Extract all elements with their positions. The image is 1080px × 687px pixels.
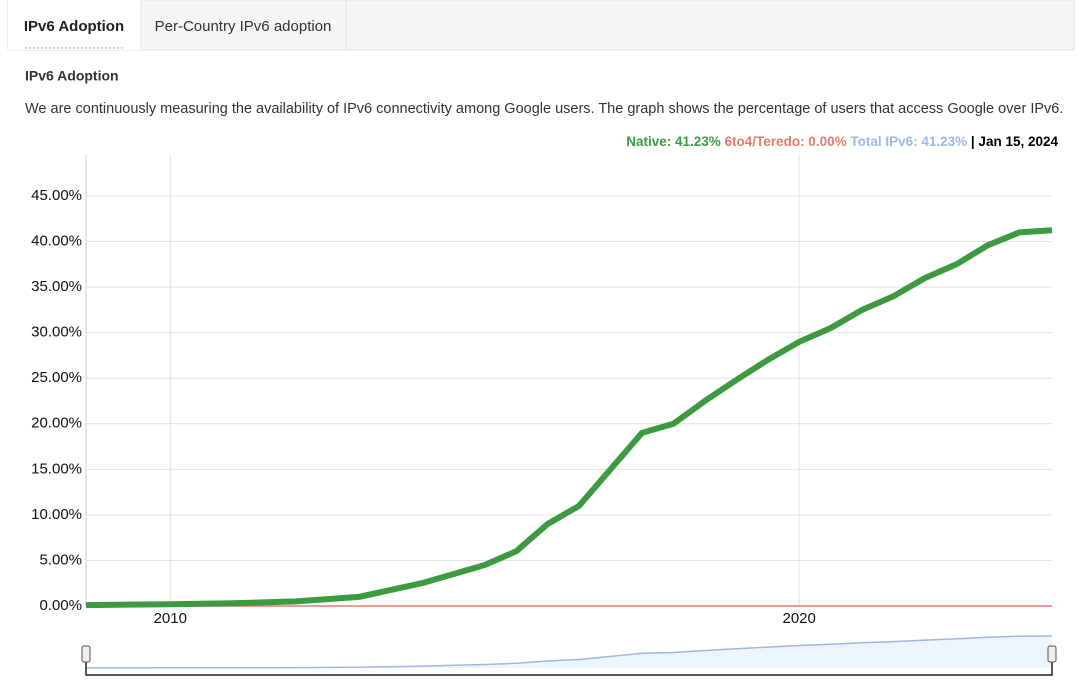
x-tick-label: 2020 (782, 610, 815, 627)
y-tick-label: 10.00% (31, 506, 82, 523)
x-tick-label: 2010 (154, 610, 187, 627)
y-tick-label: 45.00% (31, 187, 82, 204)
y-tick-label: 40.00% (31, 233, 82, 250)
navigator-frame (85, 660, 1053, 676)
description: We are continuously measuring the availa… (25, 101, 1063, 117)
readout-item: Total IPv6: 41.23% (850, 134, 971, 149)
tab-bar (7, 0, 1075, 51)
y-tick-label: 5.00% (39, 551, 82, 568)
navigator-handle[interactable] (81, 645, 91, 663)
navigator-line (85, 635, 1053, 669)
y-tick-label: 15.00% (31, 460, 82, 477)
readout-item: 6to4/Teredo: 0.00% (725, 134, 851, 149)
heading: IPv6 Adoption (25, 68, 119, 84)
y-tick-label: 25.00% (31, 369, 82, 386)
tab[interactable]: Per-Country IPv6 adoption (155, 18, 332, 35)
y-tick-label: 30.00% (31, 324, 82, 341)
navigator-area (86, 636, 1052, 668)
navigator-handle[interactable] (1047, 645, 1057, 663)
readout-item: Native: 41.23% (626, 134, 724, 149)
readout: Native: 41.23% 6to4/Teredo: 0.00% Total … (626, 134, 1058, 149)
y-tick-label: 35.00% (31, 278, 82, 295)
tab-active-bg (8, 0, 141, 50)
y-tick-label: 20.00% (31, 415, 82, 432)
readout-item: | Jan 15, 2024 (971, 134, 1059, 149)
y-tick-label: 0.00% (39, 597, 82, 614)
tab[interactable]: IPv6 Adoption (24, 18, 124, 35)
series-line (85, 227, 1053, 609)
